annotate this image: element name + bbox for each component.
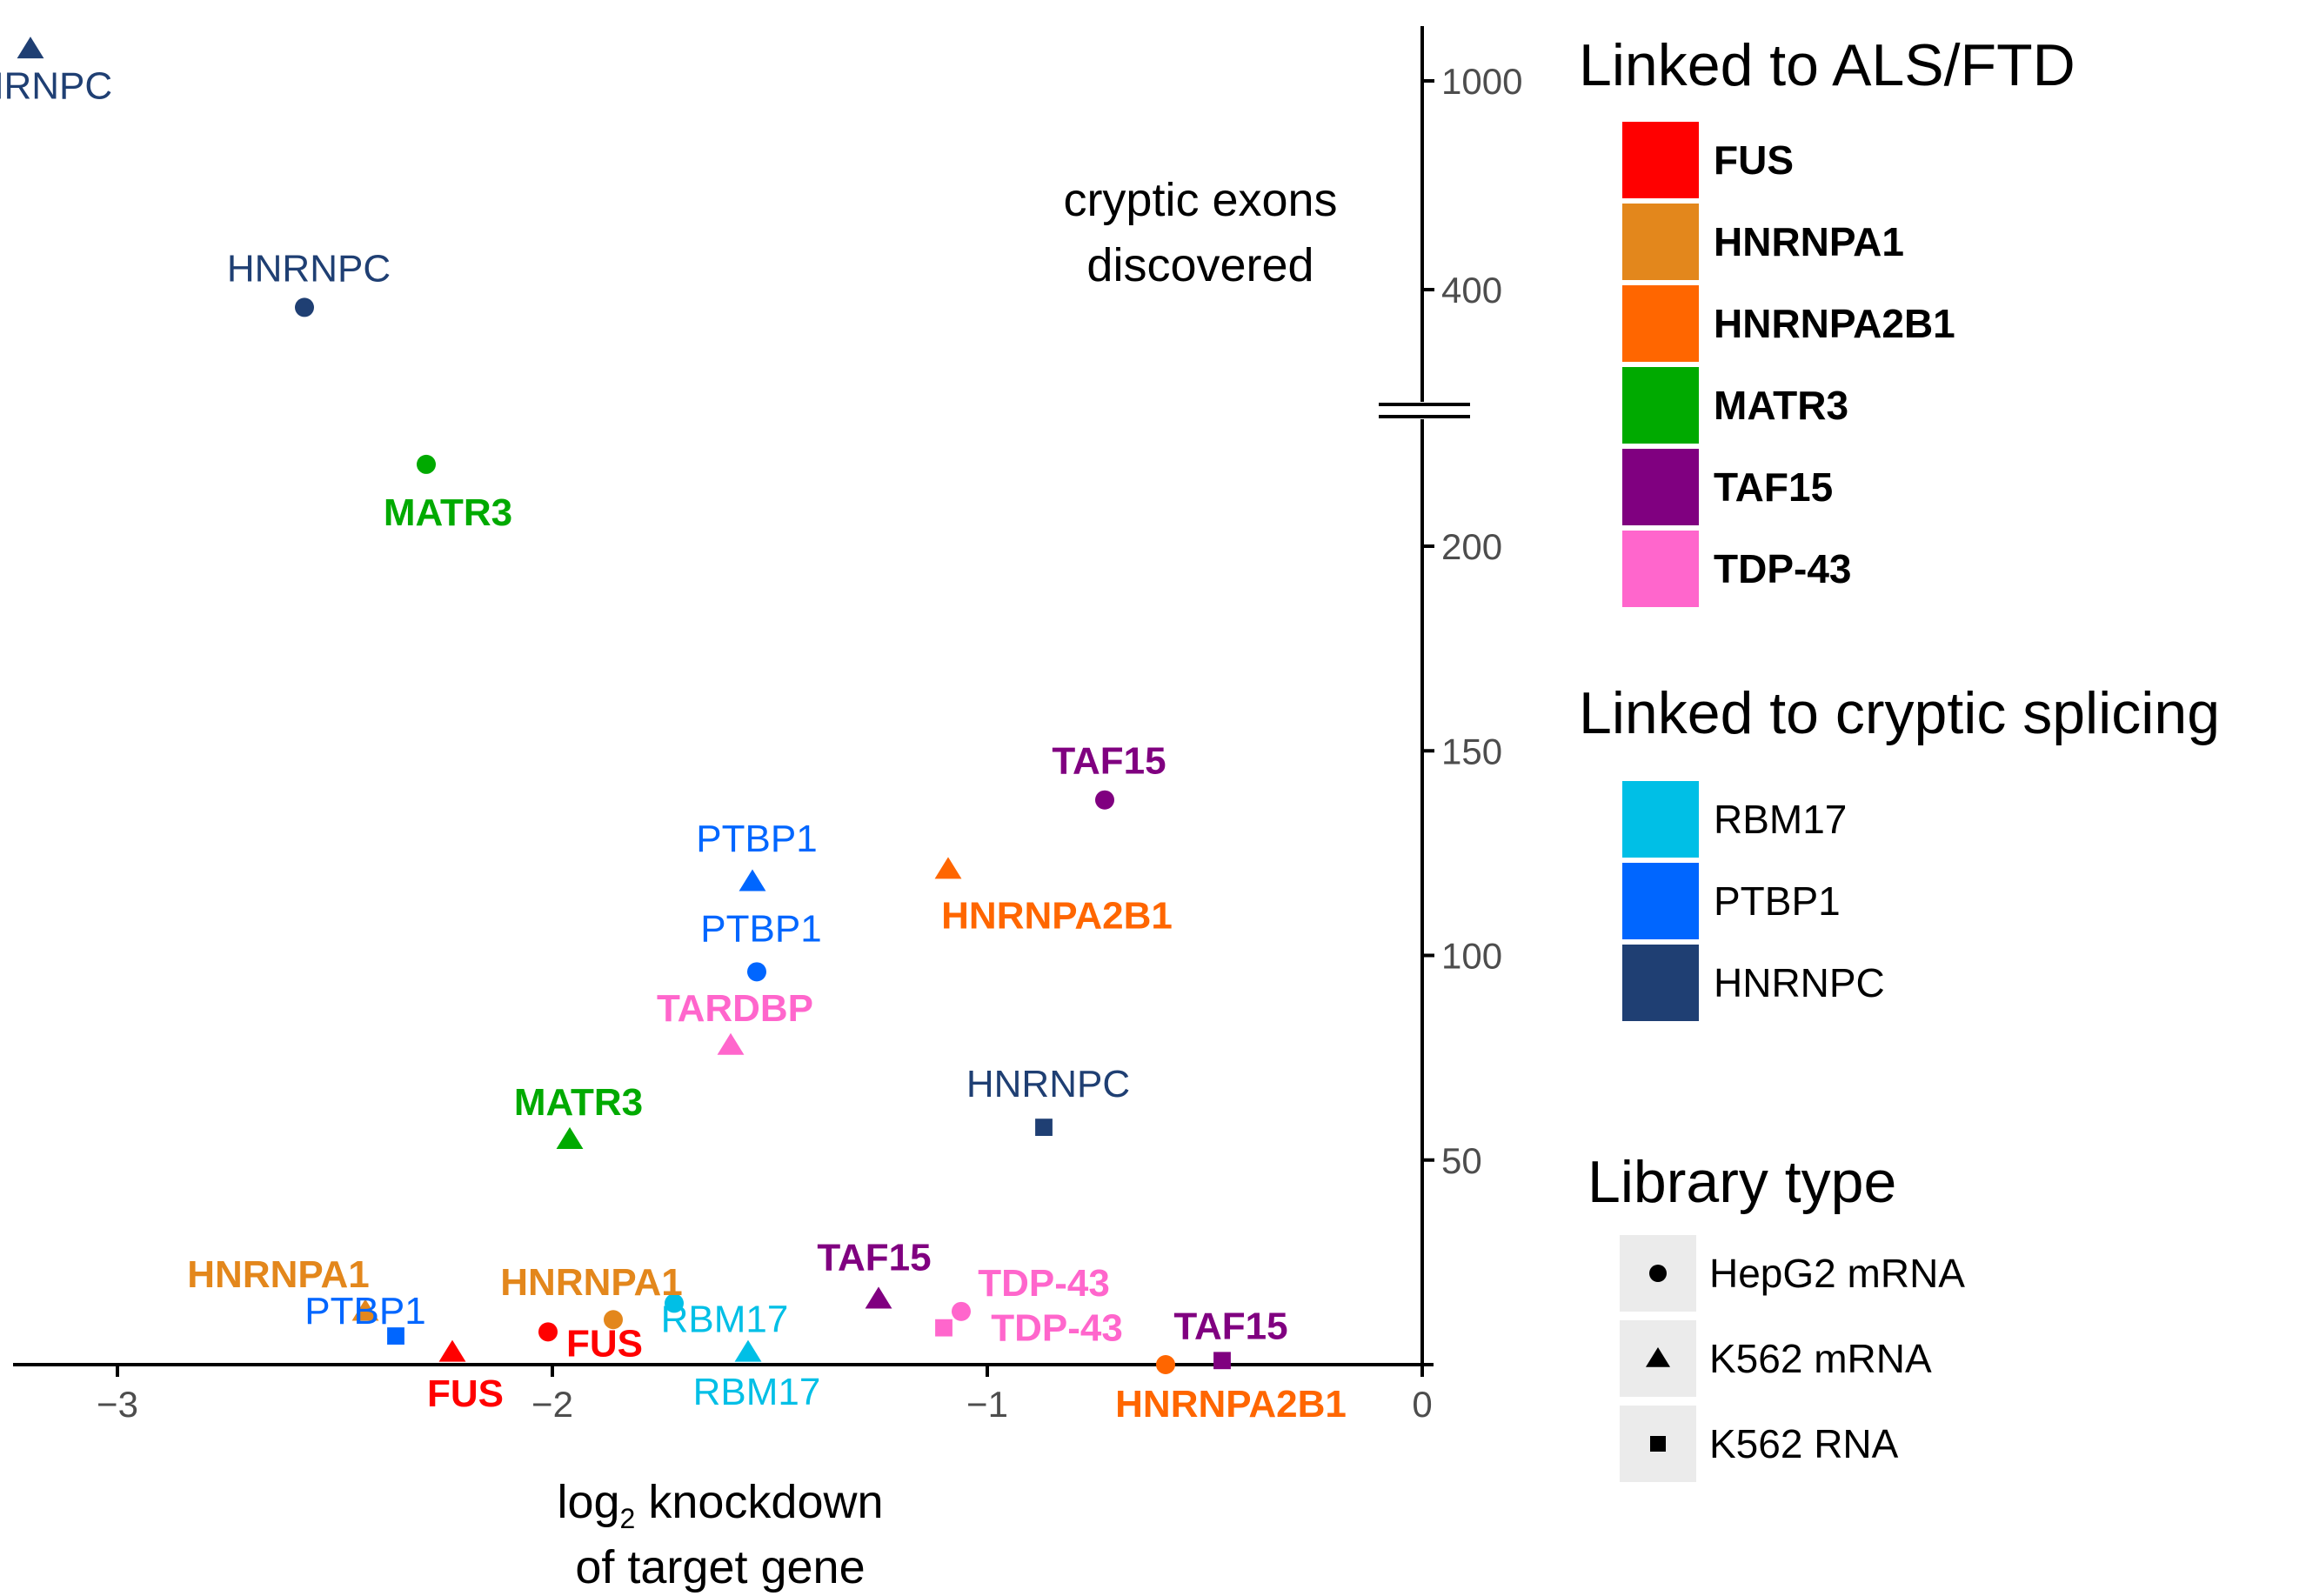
legend-label: MATR3 bbox=[1714, 383, 1848, 428]
y-tick-label: 150 bbox=[1441, 731, 1502, 771]
point-label: TDP-43 bbox=[978, 1262, 1110, 1305]
legend-title-als: Linked to ALS/FTD bbox=[1579, 32, 2075, 98]
point-label: HNRNPA2B1 bbox=[1115, 1383, 1347, 1426]
point-label: HNRNPC bbox=[0, 64, 112, 107]
x-tick-label: −3 bbox=[97, 1384, 138, 1425]
data-point bbox=[1035, 1119, 1053, 1137]
point-label: FUS bbox=[427, 1372, 504, 1415]
data-point bbox=[1156, 1355, 1175, 1374]
point-label: MATR3 bbox=[514, 1081, 643, 1124]
y-axis-title-line2: discovered bbox=[1086, 239, 1313, 291]
data-point bbox=[665, 1293, 684, 1313]
point-label: PTBP1 bbox=[696, 818, 817, 860]
legend-swatch bbox=[1622, 285, 1699, 362]
legend-label: PTBP1 bbox=[1714, 878, 1841, 924]
y-tick-label: 50 bbox=[1441, 1140, 1482, 1181]
legend-label: HepG2 mRNA bbox=[1709, 1251, 1965, 1296]
point-label: TDP-43 bbox=[991, 1307, 1123, 1350]
point-label: TAF15 bbox=[1052, 740, 1166, 783]
point-label: TAF15 bbox=[1173, 1305, 1287, 1347]
data-point bbox=[734, 1339, 762, 1362]
data-point bbox=[935, 1319, 952, 1337]
x-axis-title-log: log bbox=[557, 1476, 619, 1528]
legend-circle-icon bbox=[1649, 1265, 1667, 1282]
legend-title-library: Library type bbox=[1587, 1149, 1896, 1215]
legend-square-icon bbox=[1650, 1436, 1666, 1452]
data-point bbox=[1213, 1352, 1231, 1370]
legend-swatch bbox=[1622, 863, 1699, 939]
data-point bbox=[865, 1286, 892, 1309]
x-axis-title-rest: knockdown bbox=[635, 1476, 883, 1528]
legend-swatch bbox=[1622, 531, 1699, 607]
data-point bbox=[739, 869, 766, 891]
legend-swatch bbox=[1622, 122, 1699, 198]
data-point bbox=[295, 297, 314, 317]
legend-label: FUS bbox=[1714, 137, 1794, 183]
legend-swatch bbox=[1622, 945, 1699, 1021]
legend-label: HNRNPC bbox=[1714, 960, 1885, 1005]
data-point bbox=[952, 1301, 971, 1321]
data-point bbox=[747, 962, 766, 982]
legend-label: HNRNPA1 bbox=[1714, 219, 1904, 264]
x-axis-title-line1: log2 knockdown bbox=[557, 1476, 883, 1534]
point-label: PTBP1 bbox=[304, 1290, 425, 1332]
legend-label: K562 mRNA bbox=[1709, 1336, 1932, 1381]
data-point bbox=[934, 857, 962, 879]
data-point bbox=[438, 1339, 466, 1362]
legend-label: K562 RNA bbox=[1709, 1421, 1899, 1466]
legends: Linked to ALS/FTD FUS HNRNPA1 HNRNPA2B1 MATR… bbox=[1579, 32, 2220, 1482]
x-axis-title-line2: of target gene bbox=[575, 1541, 865, 1593]
x-tick-label: 0 bbox=[1412, 1384, 1432, 1425]
point-label: RBM17 bbox=[693, 1371, 821, 1413]
legend-swatch bbox=[1622, 781, 1699, 858]
point-label: TAF15 bbox=[817, 1237, 931, 1279]
point-label: TARDBP bbox=[657, 987, 813, 1030]
data-point bbox=[717, 1032, 745, 1055]
legend-swatch bbox=[1622, 449, 1699, 525]
point-label: RBM17 bbox=[661, 1298, 789, 1340]
y-tick-label: 1000 bbox=[1441, 61, 1522, 102]
data-point bbox=[351, 1299, 379, 1321]
y-tick-label: 400 bbox=[1441, 270, 1502, 311]
point-label: MATR3 bbox=[384, 491, 512, 534]
point-label: FUS bbox=[566, 1322, 643, 1365]
legend-label: RBM17 bbox=[1714, 797, 1847, 842]
point-label: HNRNPA1 bbox=[500, 1261, 682, 1304]
data-points bbox=[17, 37, 1231, 1374]
legend-triangle-icon bbox=[1645, 1347, 1671, 1367]
legend-swatch bbox=[1622, 204, 1699, 280]
data-point bbox=[556, 1126, 584, 1149]
point-label: HNRNPA1 bbox=[187, 1253, 369, 1296]
point-label: HNRNPC bbox=[966, 1063, 1130, 1105]
data-point bbox=[417, 454, 436, 474]
axes: −3 −2 −1 0 50 100 150 200 400 1000 bbox=[13, 26, 1522, 1425]
legend-label: TDP-43 bbox=[1714, 546, 1851, 591]
point-labels: HNRNPC HNRNPC MATR3 TAF15 HNRNPA2B1 PTBP1 PTBP… bbox=[0, 64, 1347, 1426]
legend-title-cryptic: Linked to cryptic splicing bbox=[1579, 680, 2220, 746]
y-axis-title-line1: cryptic exons bbox=[1063, 174, 1337, 226]
data-point bbox=[17, 37, 44, 59]
data-point bbox=[387, 1327, 404, 1345]
legend-label: HNRNPA2B1 bbox=[1714, 301, 1955, 346]
point-label: HNRNPC bbox=[227, 247, 391, 290]
point-label: HNRNPA2B1 bbox=[941, 895, 1173, 938]
y-tick-label: 200 bbox=[1441, 526, 1502, 567]
x-tick-label: −1 bbox=[966, 1384, 1008, 1425]
data-point bbox=[1095, 790, 1114, 810]
point-label: PTBP1 bbox=[700, 907, 821, 950]
data-point bbox=[604, 1310, 623, 1330]
legend-label: TAF15 bbox=[1714, 464, 1833, 510]
y-tick-label: 100 bbox=[1441, 936, 1502, 977]
data-point bbox=[538, 1322, 558, 1342]
x-tick-label: −2 bbox=[531, 1384, 573, 1425]
legend-swatch bbox=[1622, 367, 1699, 444]
x-axis-title-subscript: 2 bbox=[620, 1503, 636, 1534]
